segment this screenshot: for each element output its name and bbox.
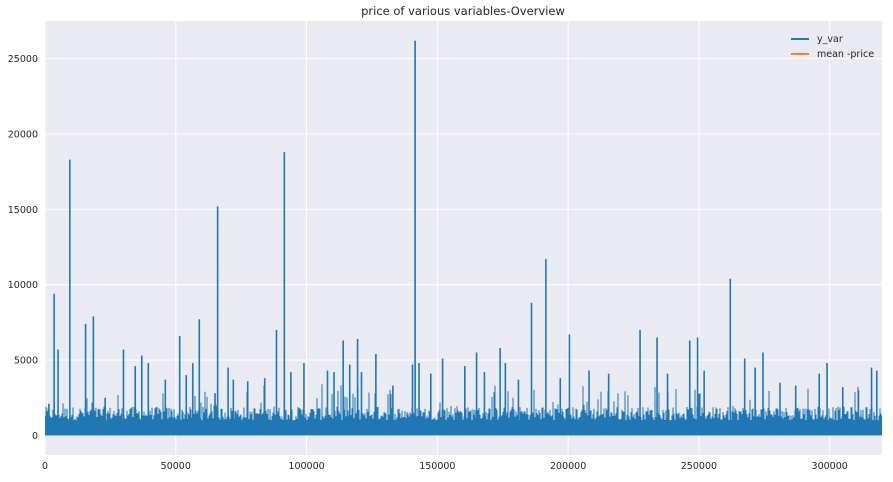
- y-tick-label: 5000: [14, 356, 38, 367]
- x-tick-label: 150000: [419, 461, 455, 472]
- x-tick-label: 100000: [288, 461, 324, 472]
- series-y-var-noise: [45, 384, 882, 436]
- x-tick-label: 200000: [550, 461, 586, 472]
- y-tick-label: 25000: [8, 54, 38, 65]
- y-tick-label: 20000: [8, 130, 38, 141]
- y-tick-label: 15000: [8, 205, 38, 216]
- x-axis-ticks: 0 50000 100000 150000 200000 250000 300000: [42, 461, 848, 472]
- y-tick-label: 10000: [8, 280, 38, 291]
- x-tick-label: 300000: [812, 461, 848, 472]
- x-tick-label: 0: [42, 461, 48, 472]
- x-tick-label: 50000: [161, 461, 191, 472]
- y-tick-label: 0: [32, 431, 38, 442]
- grid-lines: [44, 21, 882, 455]
- legend-label-y-var: y_var: [817, 34, 843, 45]
- series-layer: [45, 40, 882, 436]
- legend: y_var mean -price: [791, 34, 874, 60]
- plot-area: [45, 21, 882, 455]
- y-axis-ticks: 0 5000 10000 15000 20000 25000: [8, 54, 38, 442]
- x-tick-label: 250000: [681, 461, 717, 472]
- chart-title: price of various variables-Overview: [361, 4, 565, 18]
- legend-label-mean-price: mean -price: [817, 49, 874, 60]
